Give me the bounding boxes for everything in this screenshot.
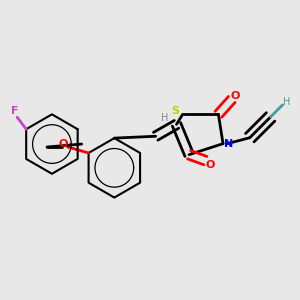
Text: H: H: [161, 113, 168, 123]
Text: N: N: [224, 139, 234, 148]
Text: O: O: [205, 160, 214, 170]
Text: O: O: [58, 139, 68, 149]
Text: O: O: [230, 92, 239, 101]
Text: F: F: [11, 106, 18, 116]
Text: S: S: [171, 106, 179, 116]
Text: H: H: [283, 97, 291, 107]
